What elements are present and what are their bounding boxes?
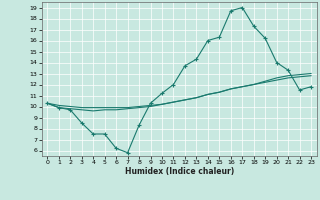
X-axis label: Humidex (Indice chaleur): Humidex (Indice chaleur) (124, 167, 234, 176)
